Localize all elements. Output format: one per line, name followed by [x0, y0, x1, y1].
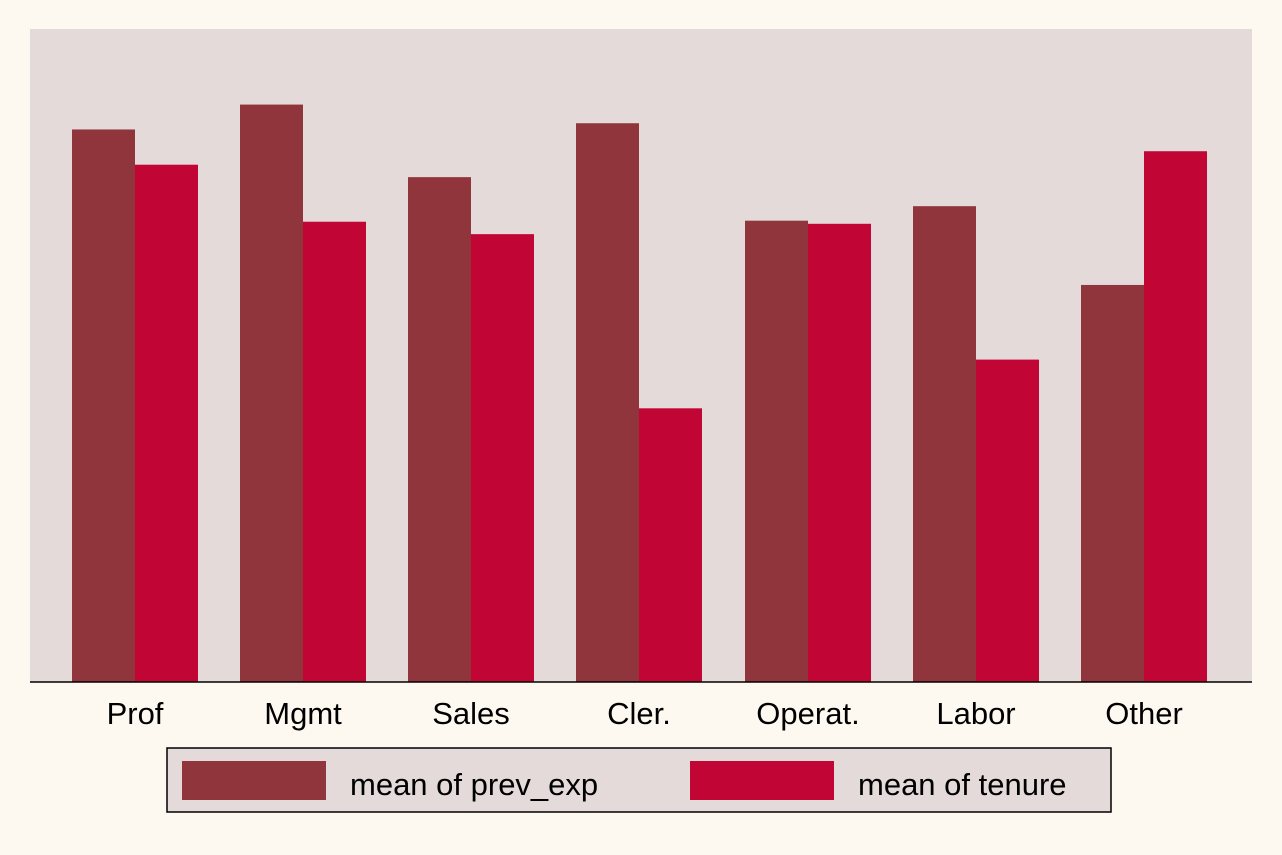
bar-labor-series-1	[913, 206, 976, 683]
bar-mgmt-series-1	[240, 104, 303, 683]
bar-mgmt-series-2	[303, 221, 366, 682]
bar-other-series-2	[1144, 151, 1207, 682]
legend-swatch-series-2	[690, 761, 834, 800]
legend-label-series-1: mean of prev_exp	[350, 767, 598, 802]
legend-swatch-series-1	[182, 761, 326, 800]
legend: mean of prev_exp mean of tenure	[166, 747, 1112, 813]
bars-layer	[72, 104, 1207, 683]
legend-label-series-2: mean of tenure	[858, 767, 1067, 802]
bar-sales-series-2	[471, 234, 534, 682]
bar-cler-series-2	[639, 408, 702, 682]
x-tick-label: Prof	[107, 696, 164, 731]
bar-other-series-1	[1081, 284, 1144, 682]
x-tick-label: Operat.	[756, 696, 859, 731]
bar-prof-series-1	[72, 129, 135, 682]
bar-cler-series-1	[576, 123, 639, 682]
x-tick-label: Other	[1105, 696, 1183, 731]
bar-sales-series-1	[408, 177, 471, 683]
x-tick-label: Mgmt	[264, 696, 342, 731]
x-tick-label: Sales	[432, 696, 510, 731]
x-tick-label: Labor	[936, 696, 1015, 731]
bar-prof-series-2	[135, 164, 198, 682]
bar-operat-series-1	[745, 220, 808, 682]
x-tick-label: Cler.	[607, 696, 671, 731]
bar-labor-series-2	[976, 359, 1039, 682]
bar-operat-series-2	[808, 223, 871, 682]
x-tick-labels: Prof Mgmt Sales Cler. Operat. Labor Other	[107, 696, 1183, 731]
legend-items: mean of prev_exp mean of tenure	[182, 761, 1067, 802]
